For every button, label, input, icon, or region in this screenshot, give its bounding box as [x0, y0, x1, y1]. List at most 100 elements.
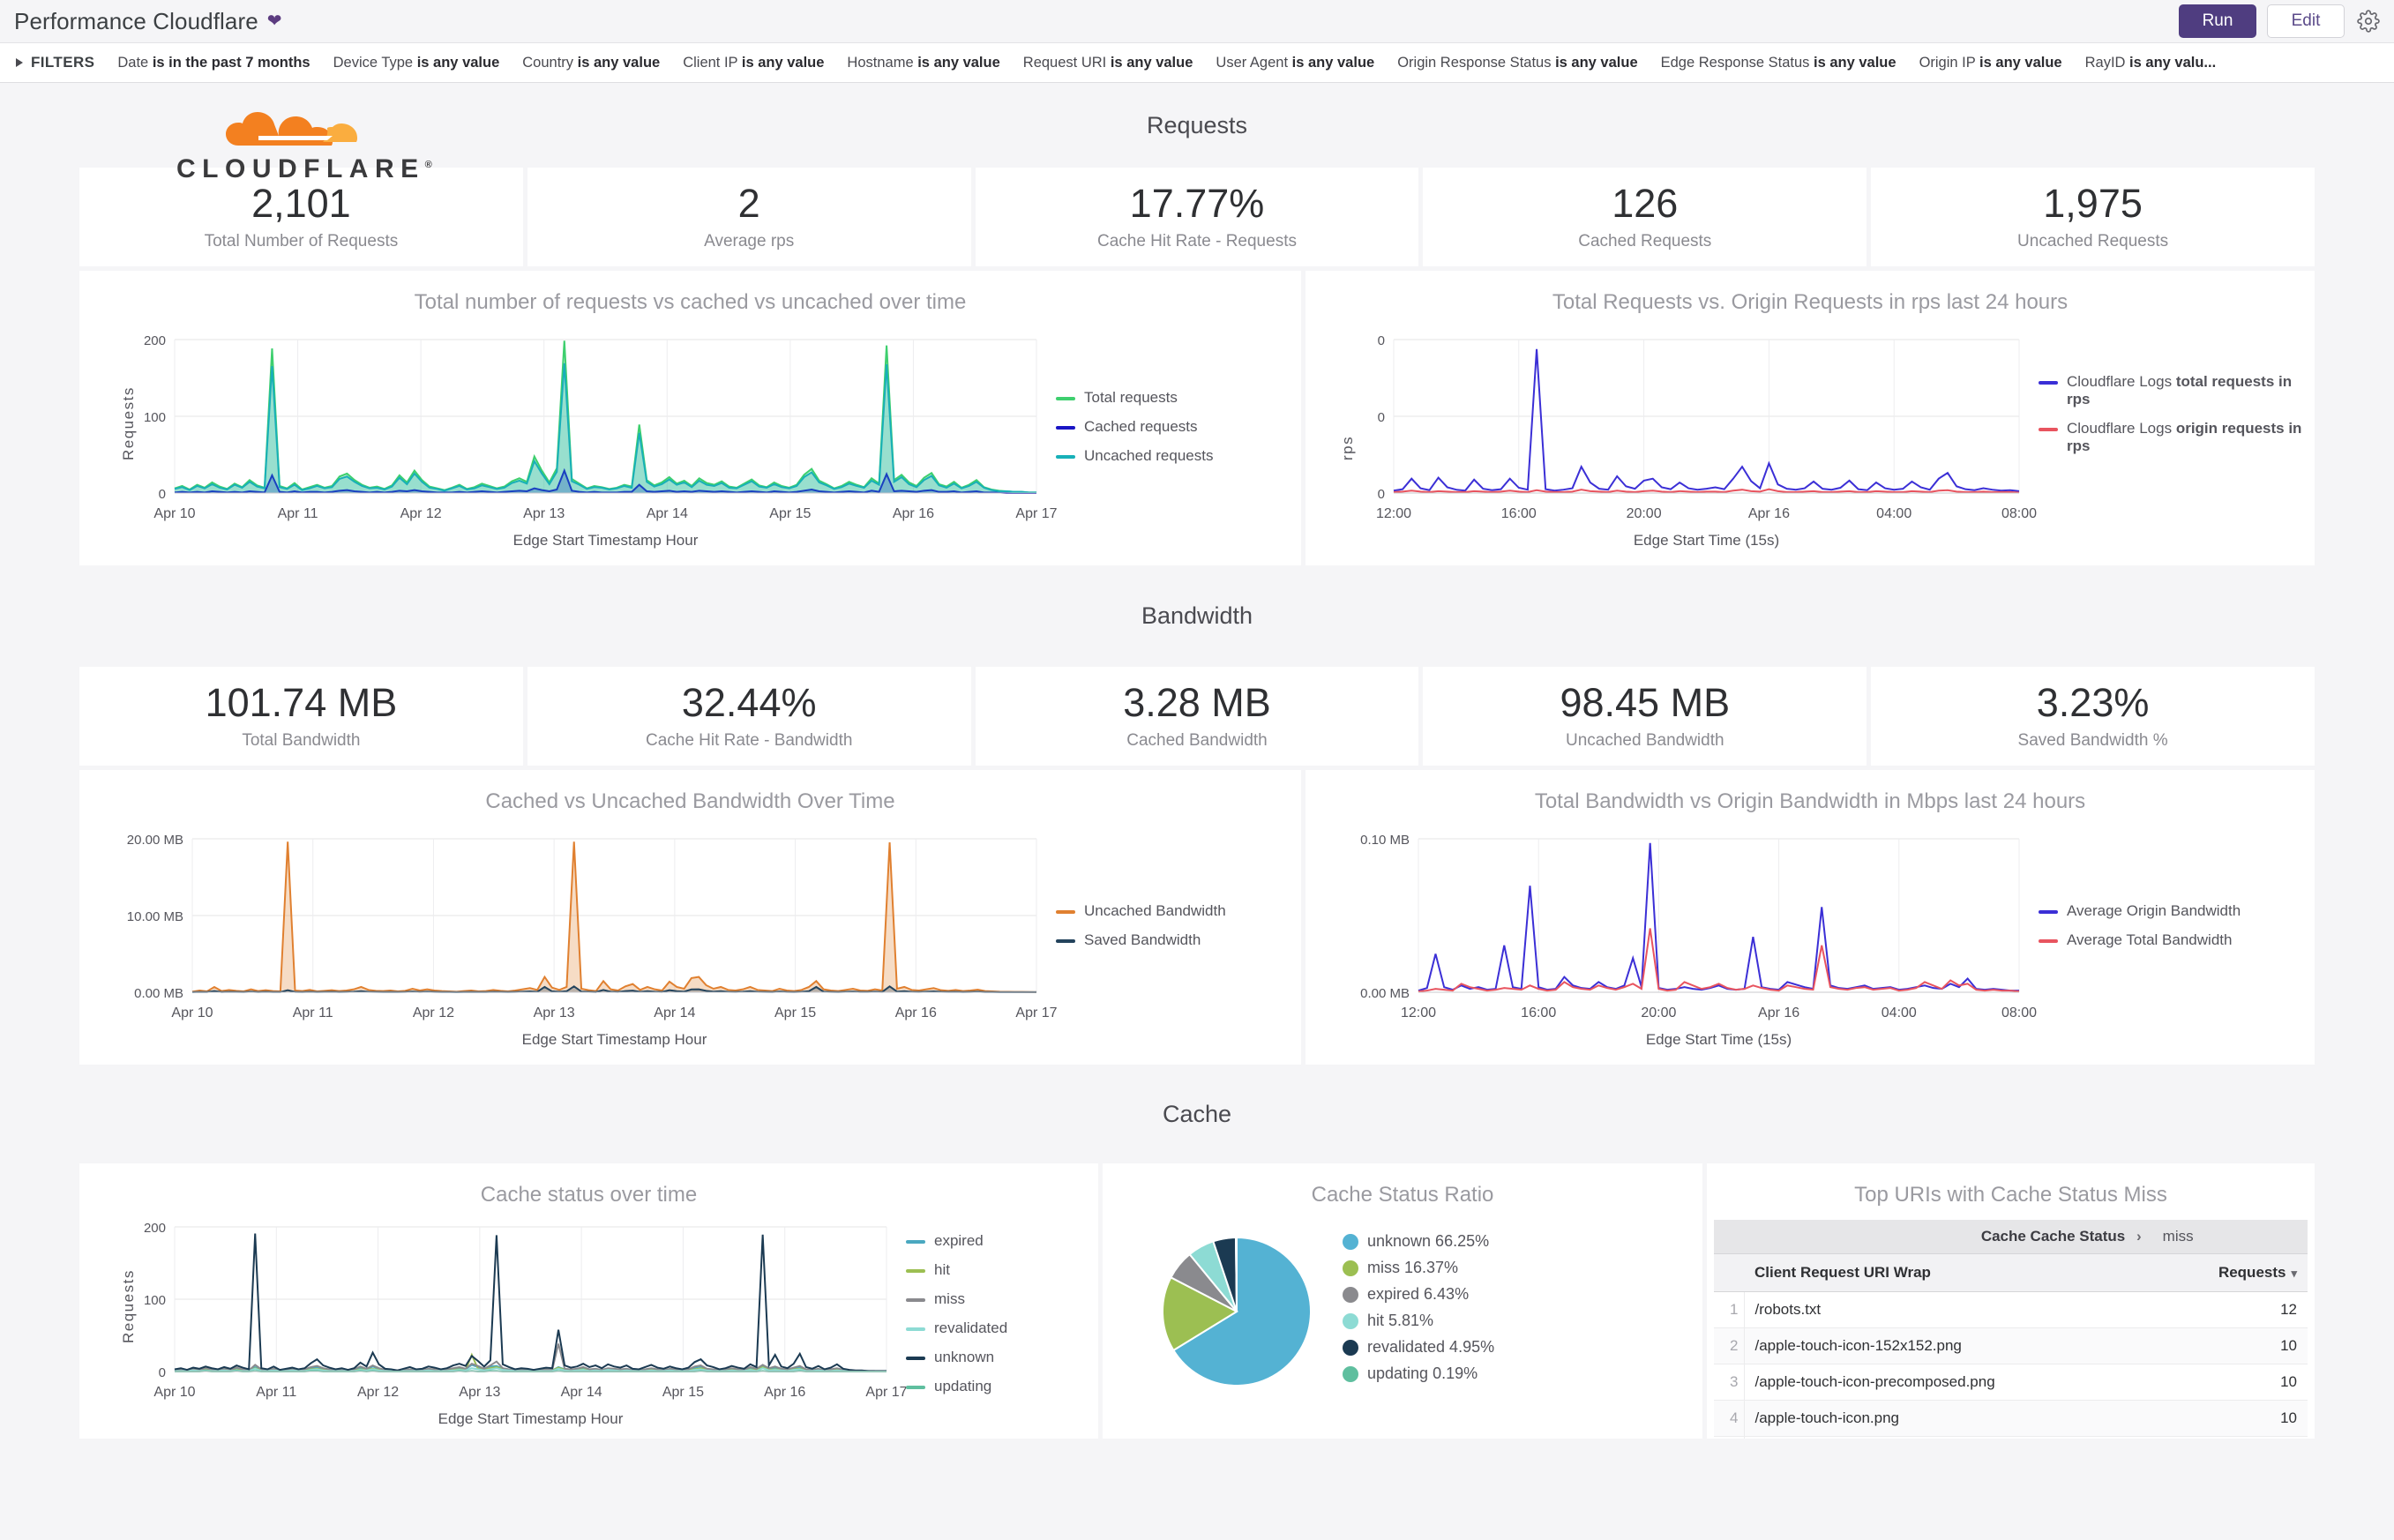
- requests-section-header: CLOUDFLARE® Requests: [79, 83, 2315, 184]
- legend-item[interactable]: updating: [906, 1378, 1091, 1395]
- kpi-tile[interactable]: 3.28 MB Cached Bandwidth: [975, 667, 1419, 766]
- chart-cache-status-ratio[interactable]: unknown 66.25% miss 16.37% expired 6.43% hi…: [1103, 1207, 1702, 1432]
- legend-item[interactable]: hit: [906, 1261, 1091, 1279]
- legend-item[interactable]: Average Total Bandwidth: [2039, 931, 2303, 949]
- chart-legend: Uncached Bandwidth Saved Bandwidth: [1056, 902, 1294, 949]
- legend-item[interactable]: unknown 66.25%: [1343, 1232, 1494, 1251]
- legend-item[interactable]: Saved Bandwidth: [1056, 931, 1294, 949]
- run-button[interactable]: Run: [2179, 4, 2256, 38]
- legend-item[interactable]: miss 16.37%: [1343, 1259, 1494, 1277]
- filter-item[interactable]: Country is any value: [522, 55, 660, 71]
- kpi-tile[interactable]: 1,975 Uncached Requests: [1871, 168, 2315, 266]
- edit-button[interactable]: Edit: [2267, 4, 2345, 38]
- table-row[interactable]: 2/apple-touch-icon-152x152.png 10: [1714, 1327, 2308, 1364]
- svg-text:0.00 MB: 0.00 MB: [134, 986, 183, 1001]
- filter-field: User Agent: [1216, 54, 1289, 71]
- svg-text:Apr 14: Apr 14: [654, 1005, 695, 1020]
- legend-item[interactable]: expired: [906, 1232, 1091, 1250]
- pie-slice: [1172, 1236, 1312, 1387]
- legend-item[interactable]: revalidated: [906, 1319, 1091, 1337]
- legend-swatch: [906, 1357, 925, 1360]
- kpi-tile[interactable]: 2,101 Total Number of Requests: [79, 168, 523, 266]
- panel-top-uris[interactable]: Top URIs with Cache Status Miss Cache Ca…: [1707, 1163, 2315, 1439]
- filter-field: Request URI: [1022, 54, 1107, 71]
- kpi-tile[interactable]: 98.45 MB Uncached Bandwidth: [1423, 667, 1867, 766]
- legend-item[interactable]: Cloudflare Logs total requests in rps: [2039, 373, 2303, 408]
- legend-item[interactable]: Average Origin Bandwidth: [2039, 902, 2303, 920]
- table-row[interactable]: 1/robots.txt 12: [1714, 1291, 2308, 1328]
- y-axis-label: Requests: [120, 1269, 137, 1343]
- legend-item[interactable]: expired 6.43%: [1343, 1285, 1494, 1304]
- cloudflare-cloud-icon: [226, 112, 357, 146]
- filter-item[interactable]: Date is in the past 7 months: [117, 55, 310, 71]
- kpi-tile[interactable]: 3.23% Saved Bandwidth %: [1871, 667, 2315, 766]
- filter-item[interactable]: Hostname is any value: [847, 55, 999, 71]
- legend-item[interactable]: hit 5.81%: [1343, 1312, 1494, 1330]
- legend-item[interactable]: revalidated 4.95%: [1343, 1338, 1494, 1357]
- panel-cache-status-ratio[interactable]: Cache Status Ratio unknown 66.25% miss 16…: [1103, 1163, 1702, 1439]
- chart-bandwidth-mbps-24h[interactable]: 0.00 MB 0.10 MB 12:00 16:00 20:00 Apr 16 04:00…: [1305, 814, 2315, 1065]
- legend-item[interactable]: Cached requests: [1056, 418, 1294, 436]
- legend-item[interactable]: Uncached Bandwidth: [1056, 902, 1294, 920]
- kpi-tile[interactable]: 101.74 MB Total Bandwidth: [79, 667, 523, 766]
- filter-value: is any value: [1555, 54, 1638, 71]
- kpi-tile[interactable]: 17.77% Cache Hit Rate - Requests: [975, 168, 1419, 266]
- filter-item[interactable]: Origin IP is any value: [1919, 55, 2062, 71]
- cloudflare-logo: CLOUDFLARE®: [176, 88, 432, 184]
- svg-text:0: 0: [1378, 487, 1385, 502]
- kpi-tile[interactable]: 2 Average rps: [527, 168, 971, 266]
- legend-item[interactable]: unknown: [906, 1349, 1091, 1366]
- gear-icon[interactable]: [2355, 8, 2382, 34]
- table-row[interactable]: 4/apple-touch-icon.png 10: [1714, 1400, 2308, 1437]
- kpi-value: 126: [1612, 180, 1679, 226]
- filter-item[interactable]: Request URI is any value: [1023, 55, 1193, 71]
- panel-bandwidth-over-time[interactable]: Cached vs Uncached Bandwidth Over Time 0…: [79, 770, 1301, 1065]
- filter-item[interactable]: Device Type is any value: [333, 55, 500, 71]
- legend-item[interactable]: Total requests: [1056, 389, 1294, 407]
- svg-text:200: 200: [144, 1221, 166, 1236]
- filter-value: is any value: [741, 54, 825, 71]
- legend-label: expired: [934, 1232, 984, 1249]
- panel-cache-status-over-time[interactable]: Cache status over time 0 100 200 Apr 10 Apr …: [79, 1163, 1098, 1439]
- kpi-label: Cache Hit Rate - Bandwidth: [645, 731, 853, 751]
- requests-kpi-row: 2,101 Total Number of Requests 2 Average rp…: [79, 168, 2315, 266]
- legend-item[interactable]: miss: [906, 1290, 1091, 1308]
- column-header-requests[interactable]: Requests ▾: [2151, 1253, 2308, 1292]
- svg-text:100: 100: [144, 410, 166, 425]
- heart-icon[interactable]: ❤: [266, 11, 282, 31]
- filter-item[interactable]: Origin Response Status is any value: [1397, 55, 1637, 71]
- legend-swatch: [1056, 426, 1075, 430]
- filter-item[interactable]: Client IP is any value: [683, 55, 824, 71]
- filter-item[interactable]: User Agent is any value: [1216, 55, 1374, 71]
- panel-requests-over-time[interactable]: Total number of requests vs cached vs un…: [79, 271, 1301, 565]
- svg-text:Apr 16: Apr 16: [1748, 506, 1790, 521]
- chevron-right-icon: [16, 58, 23, 67]
- table-row[interactable]: 3/apple-touch-icon-precomposed.png 10: [1714, 1364, 2308, 1401]
- kpi-tile[interactable]: 32.44% Cache Hit Rate - Bandwidth: [527, 667, 971, 766]
- legend-swatch: [1343, 1260, 1358, 1276]
- filter-item[interactable]: Edge Response Status is any value: [1661, 55, 1896, 71]
- legend-swatch: [1056, 910, 1075, 914]
- svg-text:20:00: 20:00: [1641, 1005, 1676, 1020]
- filter-value: is any value: [1979, 54, 2062, 71]
- table-row[interactable]: 5/7: [1714, 1436, 2308, 1439]
- dashboard-title-group: Performance Cloudflare ❤: [14, 8, 282, 35]
- legend-item[interactable]: Uncached requests: [1056, 447, 1294, 465]
- kpi-label: Total Bandwidth: [242, 731, 361, 751]
- legend-item[interactable]: Cloudflare Logs origin requests in rps: [2039, 420, 2303, 455]
- column-header-uri[interactable]: Client Request URI Wrap: [1744, 1253, 2152, 1292]
- filter-item[interactable]: RayID is any valu...: [2085, 55, 2217, 71]
- legend-item[interactable]: updating 0.19%: [1343, 1364, 1494, 1383]
- filters-toggle[interactable]: FILTERS: [16, 54, 94, 71]
- chart-requests-over-time[interactable]: 0 100 200 Apr 10 Apr 11 Apr 12 Apr 13 Apr 14 Apr…: [79, 315, 1301, 566]
- kpi-label: Total Number of Requests: [204, 232, 399, 251]
- top-uris-table[interactable]: Cache Cache Status › miss Client Request…: [1714, 1220, 2308, 1439]
- chart-cache-status-over-time[interactable]: 0 100 200 Apr 10 Apr 11 Apr 12 Apr 13 Apr 14 Apr…: [79, 1207, 1098, 1439]
- kpi-tile[interactable]: 126 Cached Requests: [1423, 168, 1867, 266]
- chart-bandwidth-over-time[interactable]: 0.00 MB 10.00 MB 20.00 MB Apr 10 Apr 11 Apr 1…: [79, 814, 1301, 1065]
- chart-requests-rps-24h[interactable]: 0 0 0 12:00 16:00 20:00 Apr 16 04:00 08:00 Cloudf…: [1305, 315, 2315, 566]
- svg-text:200: 200: [144, 333, 166, 348]
- panel-bandwidth-mbps[interactable]: Total Bandwidth vs Origin Bandwidth in M…: [1305, 770, 2315, 1065]
- brand-wordmark: CLOUDFLARE®: [176, 154, 432, 183]
- panel-requests-rps[interactable]: Total Requests vs. Origin Requests in rp…: [1305, 271, 2315, 565]
